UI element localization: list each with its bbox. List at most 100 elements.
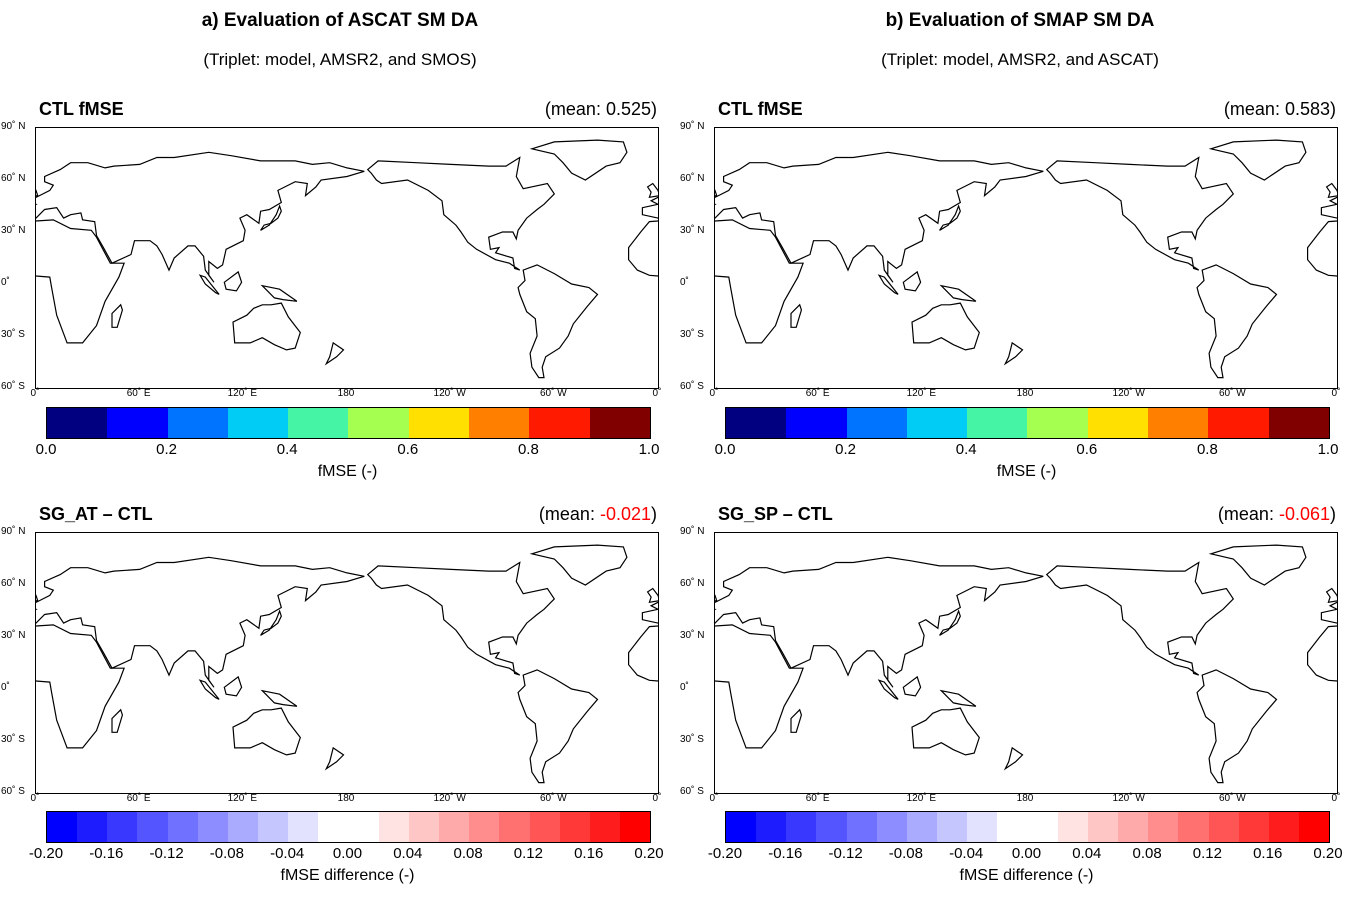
colorbar-tick-label: 0.4 [955,441,977,458]
lat-tick-label: 0˚ [1,682,10,693]
panel-mean-label: (mean: -0.021) [437,504,657,525]
coastline-africa [36,219,125,344]
colorbar [725,407,1330,439]
colorbar-segment [107,812,138,842]
coastline-newguinea [939,284,977,302]
lon-tick-label: 180 [337,793,355,804]
coastline-eurasia [36,151,365,283]
lat-tick-label: 0˚ [1,277,10,288]
colorbar-tick-label: 0.2 [835,441,857,458]
world-map-2 [36,544,658,784]
lat-tick-label: 30˚ S [1,734,25,745]
lon-tick-label: 180 [1016,793,1034,804]
mean-prefix: (mean: [1217,504,1279,524]
lat-tick-label: 30˚ N [680,225,705,236]
colorbar-segment [1118,812,1149,842]
lat-tick-label: 60˚ N [1,578,26,589]
coastline-japan [260,609,282,636]
colorbar-segment [726,408,787,438]
coastline-newguinea [939,689,977,707]
colorbar-segment [258,812,289,842]
coastline-borneo [902,675,922,697]
colorbar-tick-label: 0.12 [1192,845,1222,862]
colorbar-tick-label: -0.08 [888,845,923,862]
colorbar-label: fMSE difference (-) [280,867,415,884]
colorbar-segment [77,812,108,842]
colorbar-segment [47,408,108,438]
lon-tick-label: 0˚ [652,388,662,399]
colorbar-segment [997,812,1028,842]
coastline-uk [36,594,39,602]
mean-value: 0.525 [605,99,651,119]
colorbar-segment [529,408,590,438]
lat-tick-label: 60˚ N [1,173,26,184]
colorbar-segment [348,812,379,842]
lon-tick-label: 0˚ [30,388,40,399]
lon-tick-label: 120˚ E [906,388,937,399]
lon-tick-label: 180 [1016,388,1034,399]
panel-title: SG_AT – CTL [39,504,153,524]
colorbar-tick-label: -0.04 [949,845,984,862]
colorbar-tick-label: 0.2 [156,441,178,458]
lat-tick-label: 90˚ N [680,121,705,132]
colorbar-segment [227,812,259,842]
coastline-borneo [223,675,243,697]
colorbar-tick-label: 0.12 [513,845,543,862]
colorbar-tick-label: 0.16 [574,845,604,862]
lat-tick-label: 30˚ N [680,630,705,641]
colorbar-segment [589,408,650,438]
panel-mean-label: (mean: 0.583) [1116,99,1336,120]
colorbar-tick-label: 0.04 [1072,845,1102,862]
colorbar-segment [1027,812,1058,842]
colorbar-segment [499,812,530,842]
colorbar-segment [1268,812,1299,842]
lat-tick-label: 90˚ N [680,526,705,537]
lon-tick-label: 180 [337,388,355,399]
lon-tick-label: 120˚ W [1112,793,1145,804]
colorbar-segment [726,812,757,842]
lon-tick-label: 60˚ E [126,793,151,804]
colorbar-tick-label: 1.0 [638,441,660,458]
world-map-0 [36,139,658,379]
colorbar-segment [1148,812,1179,842]
colorbar-segment [967,812,998,842]
coastline-greenland-wrap [1208,139,1307,181]
coastline-namerica [366,561,556,676]
coastline-australia [232,707,301,756]
mean-value: -0.061 [1278,504,1330,524]
coastline-africa-wrap [1307,625,1337,682]
mean-suffix: ) [651,99,657,119]
colorbar-segment [469,812,500,842]
colorbar-segment [816,812,847,842]
colorbar-segment [937,812,968,842]
lat-tick-label: 0˚ [680,682,689,693]
mean-prefix: (mean: [544,99,606,119]
colorbar-segment [876,812,907,842]
colorbar-segment [846,408,907,438]
colorbar-segment [1268,408,1329,438]
coastline-greenland-wrap [1208,544,1307,586]
coastline-greenland-wrap [529,139,628,181]
panel-title: CTL fMSE [39,99,124,119]
colorbar-tick-label: 1.0 [1317,441,1339,458]
coastline-eurasia-wrap [641,196,658,219]
lat-tick-label: 0˚ [680,277,689,288]
lat-tick-label: 90˚ N [1,121,26,132]
colorbar [46,407,651,439]
mean-suffix: ) [1330,504,1336,524]
colorbar-segment [1087,812,1119,842]
colorbar-tick-label: 0.0 [35,441,57,458]
lon-tick-label: 120˚ E [227,388,258,399]
coastline-africa-wrap [628,220,658,277]
coastline-sumatra [877,679,899,700]
colorbar-segment [408,812,440,842]
mean-prefix: (mean: [1223,99,1285,119]
colorbar [46,811,651,843]
coastline-samerica [1196,669,1278,784]
map-frame [714,532,1338,794]
coastline-africa-wrap [1307,220,1337,277]
coastline-uk [715,189,718,197]
colorbar-tick-label: -0.04 [270,845,305,862]
panel-title: SG_SP – CTL [718,504,833,524]
colorbar-tick-label: -0.12 [149,845,184,862]
